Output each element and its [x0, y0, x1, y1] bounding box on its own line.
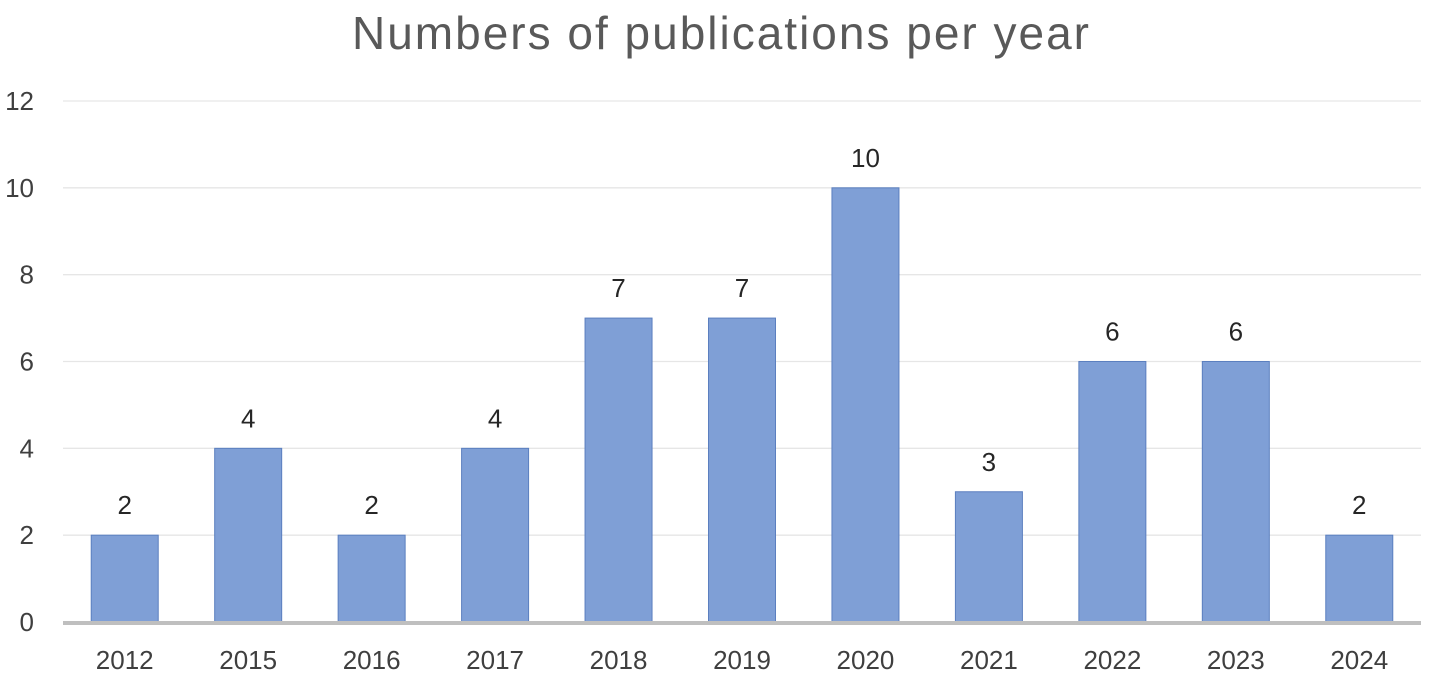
y-tick-label: 2	[20, 520, 34, 550]
y-tick-labels: 0 2 4 6 8 10 12	[5, 86, 34, 637]
x-tick-label: 2015	[219, 645, 277, 675]
data-label: 7	[735, 273, 749, 303]
data-label: 6	[1229, 317, 1243, 347]
bars	[90, 187, 1394, 623]
data-label: 4	[241, 403, 255, 433]
data-label: 3	[982, 447, 996, 477]
bar-2017	[461, 447, 530, 623]
x-tick-label: 2019	[713, 645, 771, 675]
y-tick-label: 10	[5, 173, 34, 203]
data-label: 10	[851, 143, 880, 173]
chart-title: Numbers of publications per year	[352, 7, 1091, 59]
y-tick-label: 12	[5, 86, 34, 116]
y-tick-label: 0	[20, 607, 34, 637]
x-tick-label: 2012	[96, 645, 154, 675]
data-labels: 2 4 2 4 7 7 10 3 6 6 2	[117, 143, 1366, 520]
x-tick-label: 2024	[1330, 645, 1388, 675]
x-tick-labels: 2012 2015 2016 2017 2018 2019 2020 2021 2022 2023…	[96, 645, 1388, 675]
x-tick-label: 2018	[590, 645, 648, 675]
data-label: 2	[117, 490, 131, 520]
x-tick-label: 2017	[466, 645, 524, 675]
x-tick-label: 2022	[1083, 645, 1141, 675]
bar-2012	[90, 534, 159, 623]
bar-2016	[337, 534, 406, 623]
bar-2015	[214, 447, 283, 623]
bar-2021	[954, 491, 1023, 623]
x-tick-label: 2020	[837, 645, 895, 675]
data-label: 7	[611, 273, 625, 303]
bar-2023	[1201, 361, 1270, 623]
bar-2018	[584, 317, 653, 623]
data-label: 4	[488, 403, 502, 433]
bar-2020	[831, 187, 900, 623]
bar-2022	[1078, 361, 1147, 623]
y-tick-label: 6	[20, 347, 34, 377]
bar-2024	[1325, 534, 1394, 623]
x-tick-label: 2021	[960, 645, 1018, 675]
data-label: 6	[1105, 317, 1119, 347]
x-tick-label: 2016	[343, 645, 401, 675]
bar-2019	[708, 317, 776, 623]
y-tick-label: 8	[20, 260, 34, 290]
x-tick-label: 2023	[1207, 645, 1265, 675]
data-label: 2	[364, 490, 378, 520]
y-tick-label: 4	[20, 433, 34, 463]
data-label: 2	[1352, 490, 1366, 520]
